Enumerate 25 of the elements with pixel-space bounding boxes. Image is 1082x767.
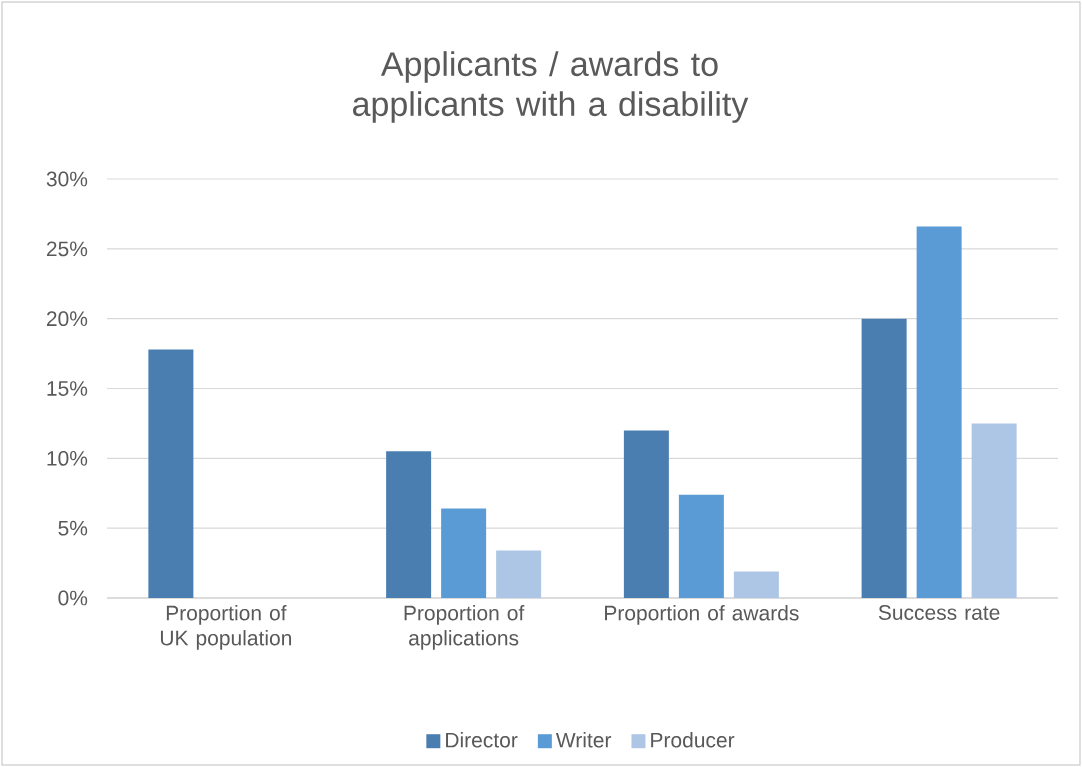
bar — [971, 423, 1017, 598]
y-tick-label: 20% — [46, 311, 88, 327]
x-tick-label: Proportion of applications — [404, 605, 525, 650]
legend-label: Director — [446, 732, 518, 748]
legend-label: Writer — [555, 732, 612, 748]
bar — [733, 571, 779, 598]
legend-label: Producer — [651, 732, 735, 748]
y-tick-label: 15% — [47, 381, 88, 396]
bar — [148, 349, 194, 598]
x-tick-label: Success rate — [878, 605, 1000, 620]
y-tick-label: 25% — [46, 241, 88, 257]
bar — [496, 550, 542, 598]
bar — [861, 318, 907, 598]
x-tick-label: Proportion of UK population — [160, 605, 292, 650]
y-tick-label: 5% — [58, 520, 88, 536]
bar — [916, 226, 962, 598]
bar — [386, 451, 432, 598]
y-tick-label: 0% — [58, 590, 88, 606]
bar — [678, 494, 724, 598]
bar — [623, 430, 669, 598]
bar — [441, 508, 487, 598]
x-tick-label: Proportion of awards — [605, 605, 799, 625]
chart-title: Applicants / awards to applicants with a disability — [353, 51, 749, 123]
y-tick-label: 10% — [47, 450, 88, 466]
y-tick-label: 30% — [46, 171, 88, 187]
